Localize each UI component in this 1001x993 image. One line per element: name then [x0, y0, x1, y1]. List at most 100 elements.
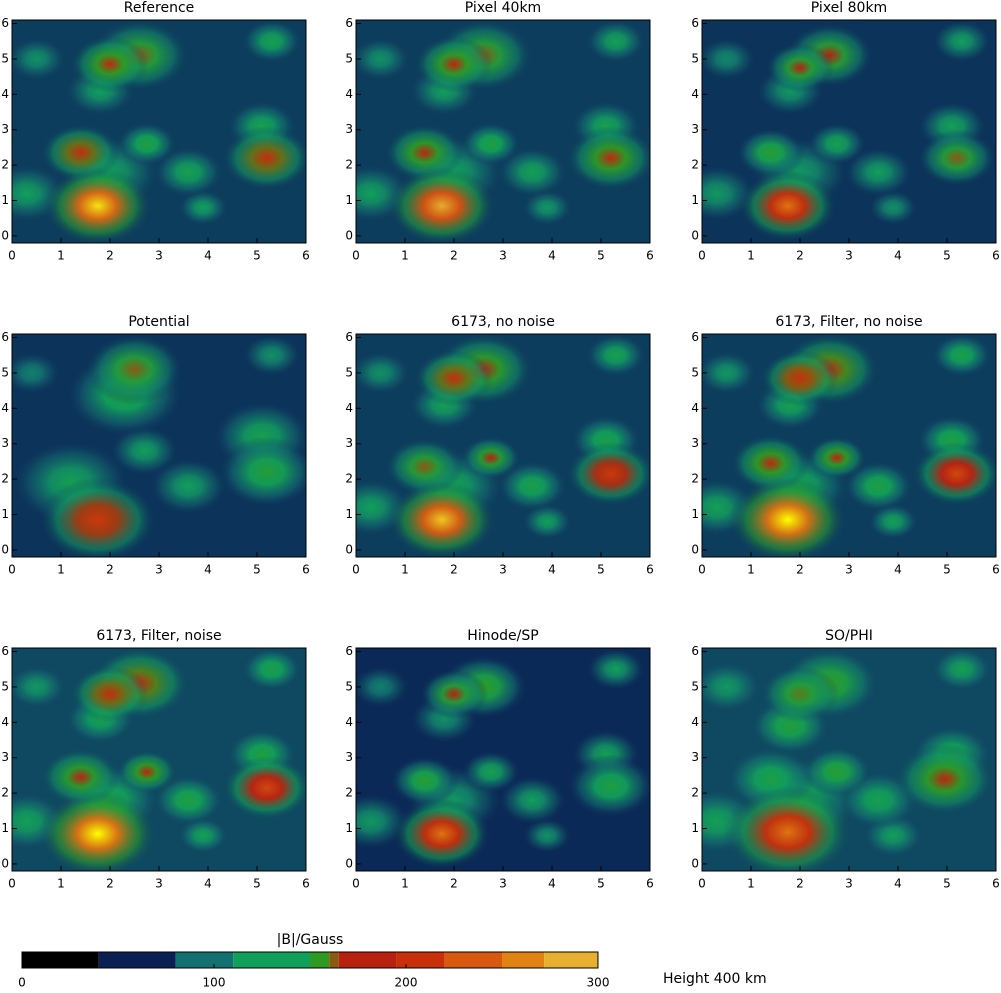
field-peak: [222, 755, 306, 820]
x-tick-label: 2: [796, 563, 804, 577]
field-peak: [38, 477, 157, 557]
x-tick-label: 0: [352, 249, 360, 263]
color-level: [22, 952, 99, 968]
field-peak: [566, 126, 650, 190]
y-tick-label: 3: [345, 122, 353, 136]
field-peak: [461, 750, 521, 794]
x-tick-label: 6: [992, 563, 1000, 577]
x-tick-label: 3: [845, 249, 853, 263]
panel-title: Potential: [128, 314, 189, 330]
y-tick-label: 4: [345, 87, 353, 101]
x-tick-label: 0: [352, 563, 360, 577]
y-tick-label: 4: [1, 87, 9, 101]
field-peak: [724, 786, 852, 871]
x-tick-label: 5: [943, 249, 951, 263]
field-peak: [765, 43, 835, 93]
y-tick-label: 6: [1, 16, 9, 30]
y-tick-label: 0: [1, 542, 9, 556]
y-tick-label: 3: [691, 436, 699, 450]
x-tick-label: 0: [8, 563, 16, 577]
field-peak: [702, 37, 756, 81]
y-tick-label: 1: [691, 821, 699, 835]
field-peak: [917, 129, 996, 187]
y-tick-label: 6: [691, 16, 699, 30]
field-peak: [868, 189, 918, 226]
color-level: [175, 952, 234, 968]
y-tick-label: 3: [1, 436, 9, 450]
field-peak: [356, 665, 410, 709]
x-tick-label: 3: [155, 877, 163, 891]
x-tick-label: 5: [943, 563, 951, 577]
field-peak: [738, 170, 837, 242]
x-tick-label: 3: [845, 563, 853, 577]
field-peak: [844, 461, 913, 511]
y-tick-label: 0: [691, 856, 699, 870]
field-peak: [586, 648, 646, 691]
field-peak: [12, 665, 66, 709]
panel-title: 6173, Filter, noise: [96, 628, 221, 644]
y-tick-label: 6: [1, 644, 9, 658]
x-tick-label: 3: [499, 563, 507, 577]
field-peak: [390, 755, 459, 806]
y-tick-label: 0: [1, 228, 9, 242]
y-tick-label: 6: [345, 644, 353, 658]
x-tick-label: 4: [548, 563, 556, 577]
field-peak: [868, 503, 918, 540]
y-tick-label: 0: [691, 542, 699, 556]
x-tick-label: 0: [698, 563, 706, 577]
field-peak: [117, 750, 177, 794]
x-tick-label: 1: [747, 563, 755, 577]
colorbar-tick-label: 100: [203, 976, 226, 990]
y-tick-label: 0: [345, 856, 353, 870]
x-tick-label: 3: [155, 563, 163, 577]
y-tick-label: 1: [1, 507, 9, 521]
color-level: [396, 952, 445, 968]
y-tick-label: 5: [691, 51, 699, 65]
field-peak: [385, 438, 464, 496]
heatmap: [702, 334, 996, 557]
y-tick-label: 1: [1, 193, 9, 207]
x-tick-label: 5: [597, 249, 605, 263]
x-tick-label: 6: [302, 563, 310, 577]
y-tick-label: 3: [345, 436, 353, 450]
y-tick-label: 3: [345, 750, 353, 764]
field-peak: [38, 791, 157, 871]
y-tick-label: 1: [345, 821, 353, 835]
field-peak: [498, 775, 567, 825]
heatmap: [702, 20, 996, 243]
x-tick-label: 1: [57, 877, 65, 891]
field-peak: [242, 20, 302, 63]
colorbar-tick-label: 200: [395, 976, 418, 990]
y-tick-label: 6: [691, 330, 699, 344]
panel-title: Pixel 40km: [465, 0, 541, 16]
x-tick-label: 5: [597, 877, 605, 891]
field-peak: [912, 441, 996, 506]
field-peak: [117, 122, 177, 166]
field-peak: [43, 166, 152, 243]
y-tick-label: 2: [345, 472, 353, 486]
field-peak: [566, 441, 650, 506]
x-tick-label: 6: [302, 249, 310, 263]
y-tick-label: 1: [345, 193, 353, 207]
field-peak: [566, 754, 650, 818]
x-tick-label: 2: [450, 249, 458, 263]
y-tick-label: 2: [1, 786, 9, 800]
x-tick-label: 1: [401, 249, 409, 263]
y-tick-label: 2: [691, 158, 699, 172]
heatmap: [12, 20, 306, 243]
field-peak: [154, 775, 223, 825]
field-peak: [85, 334, 184, 405]
color-level: [502, 952, 545, 968]
color-level: [329, 952, 339, 968]
y-tick-label: 5: [691, 365, 699, 379]
y-tick-label: 3: [1, 750, 9, 764]
y-tick-label: 0: [345, 542, 353, 556]
y-tick-label: 3: [691, 750, 699, 764]
panel-title: 6173, Filter, no noise: [775, 314, 922, 330]
field-peak: [498, 461, 567, 511]
field-peak: [731, 434, 810, 492]
y-tick-label: 5: [1, 679, 9, 693]
field-peak: [242, 334, 302, 377]
field-peak: [736, 127, 805, 178]
